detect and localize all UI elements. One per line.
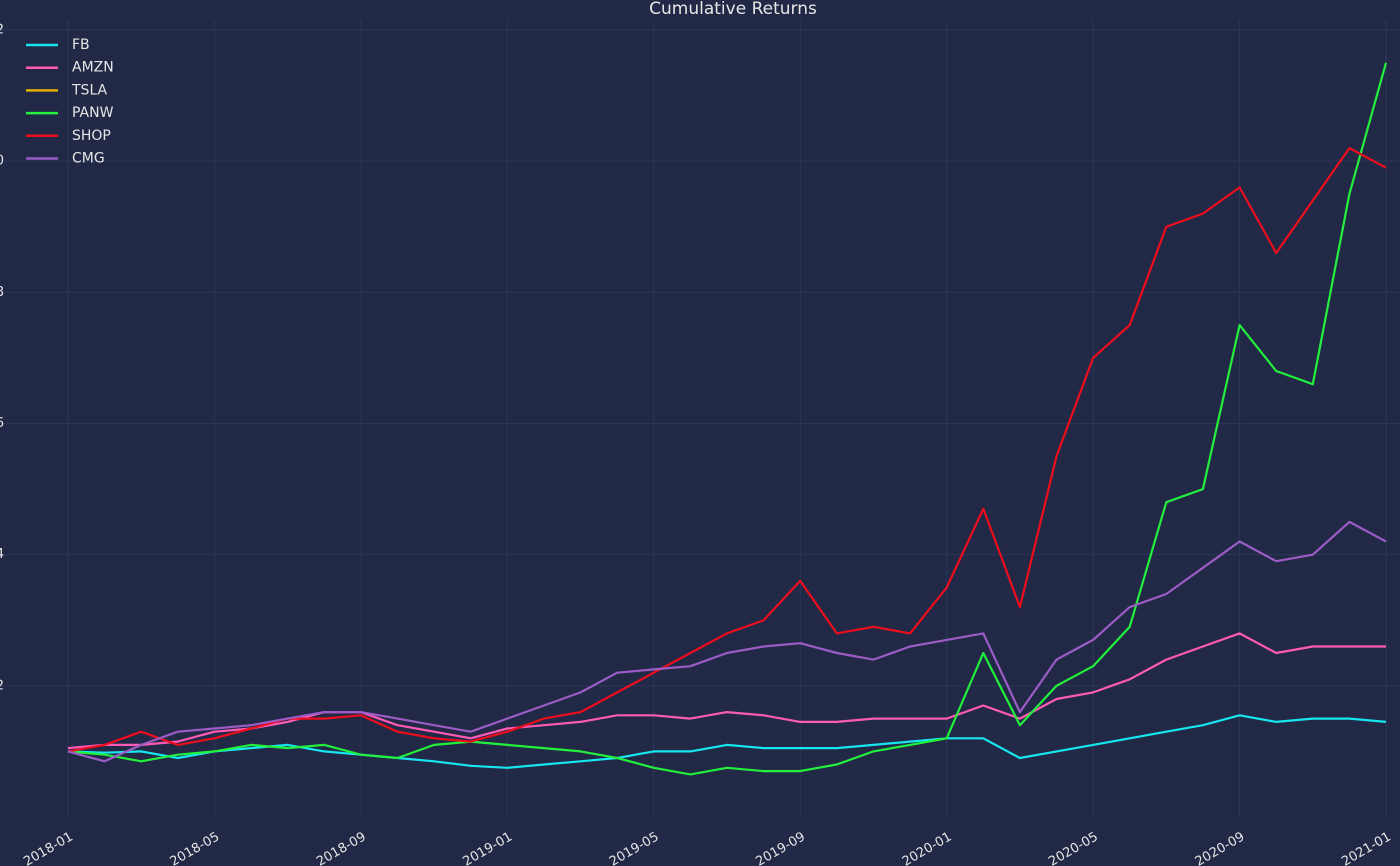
line xyxy=(67,62,1388,776)
legend-label: TSLA xyxy=(71,82,108,98)
line xyxy=(67,520,1387,763)
legend-label: AMZN xyxy=(72,60,114,76)
y-tick-label: 12 xyxy=(0,23,4,38)
chart-title: Cumulative Returns xyxy=(649,0,817,19)
line xyxy=(67,632,1386,750)
legend-label: PANW xyxy=(72,105,114,121)
legend-label: FB xyxy=(72,37,90,53)
y-tick-label: 2 xyxy=(0,678,4,693)
y-tick-label: 6 xyxy=(0,416,4,431)
y-tick-label: 10 xyxy=(0,154,4,169)
legend-label: SHOP xyxy=(72,128,111,144)
y-tick-label: 8 xyxy=(0,285,4,300)
line xyxy=(67,714,1387,769)
legend: FB AMZN TSLA PANW SHOP CMG xyxy=(26,37,114,167)
legend-label: CMG xyxy=(72,151,105,167)
y-tick-label: 4 xyxy=(0,547,4,562)
